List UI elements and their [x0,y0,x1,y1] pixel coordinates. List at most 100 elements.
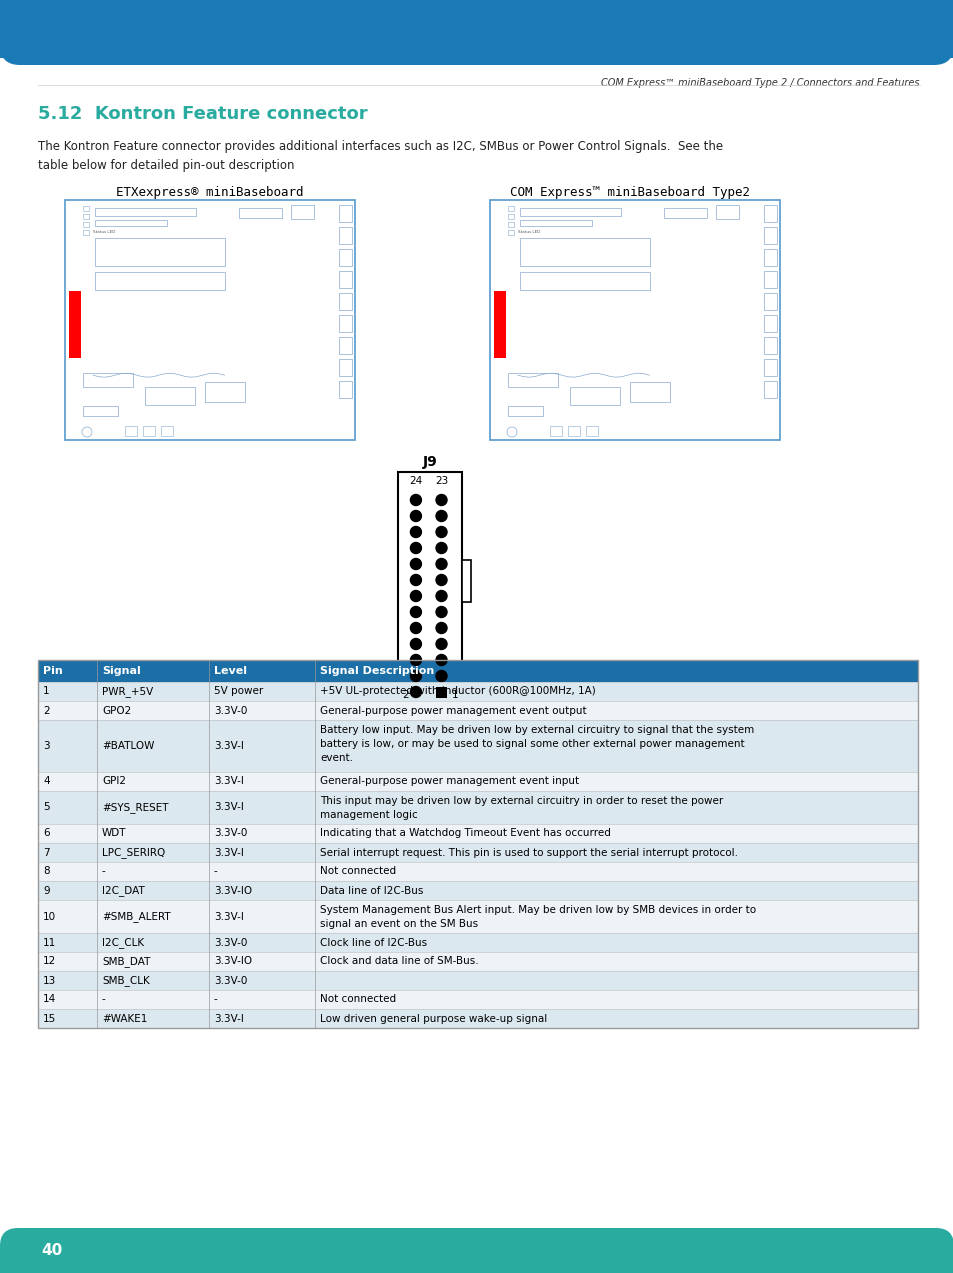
Bar [461,560,471,602]
Text: COM Express™ miniBaseboard Type 2 / Connectors and Features: COM Express™ miniBaseboard Type 2 / Conn… [601,78,919,88]
Circle shape [436,527,447,537]
Text: 3.3V-IO: 3.3V-IO [213,956,252,966]
Text: 15: 15 [43,1013,56,1023]
Text: #BATLOW: #BATLOW [102,741,154,751]
Text: Serial interrupt request. This pin is used to support the serial interrupt proto: Serial interrupt request. This pin is us… [319,848,738,858]
Text: 3.3V-I: 3.3V-I [213,802,244,812]
Bar [143,426,154,435]
Bar [38,659,917,682]
Bar [38,824,917,843]
Text: signal an event on the SM Bus: signal an event on the SM Bus [319,919,477,929]
Circle shape [82,426,91,437]
Text: 5: 5 [43,802,50,812]
Text: SMB_CLK: SMB_CLK [102,975,150,987]
Bar [83,373,132,387]
Bar [338,337,352,354]
Circle shape [410,591,421,602]
Text: Battery low input. May be driven low by external circuitry to signal that the sy: Battery low input. May be driven low by … [319,726,754,735]
Bar [38,701,917,721]
Circle shape [410,527,421,537]
Bar [763,314,776,332]
Bar [567,426,579,435]
Text: Status LED: Status LED [517,230,539,234]
Circle shape [410,622,421,634]
Text: Level: Level [213,666,247,676]
Bar [507,373,558,387]
Bar [519,207,620,216]
Text: Not connected: Not connected [319,867,395,877]
Circle shape [410,559,421,569]
Bar [569,387,619,405]
Circle shape [410,542,421,554]
Bar [507,214,514,219]
Text: 14: 14 [43,994,56,1004]
Text: battery is low, or may be used to signal some other external power management: battery is low, or may be used to signal… [319,740,744,749]
Bar [145,387,194,405]
Text: event.: event. [319,754,353,763]
Text: Clock and data line of SM-Bus.: Clock and data line of SM-Bus. [319,956,478,966]
Bar [83,206,89,211]
Text: 13: 13 [43,975,56,985]
Text: management logic: management logic [319,810,417,820]
Bar [0,0,953,59]
Bar [125,426,137,435]
Text: 6: 6 [43,829,50,839]
Bar [519,220,592,227]
Text: Signal Description: Signal Description [319,666,434,676]
Bar [38,990,917,1009]
Bar [663,207,707,218]
Bar [161,426,172,435]
Bar [38,1009,917,1029]
Circle shape [410,510,421,522]
Text: 3.3V-0: 3.3V-0 [213,975,247,985]
Text: 3.3V-I: 3.3V-I [213,777,244,787]
Text: 8: 8 [43,867,50,877]
Text: 1: 1 [451,690,457,700]
Bar [763,293,776,311]
Text: 3.3V-I: 3.3V-I [213,1013,244,1023]
Bar [550,426,561,435]
Bar [95,238,225,266]
Text: 7: 7 [43,848,50,858]
Bar [38,952,917,971]
Text: J9: J9 [422,454,436,468]
Bar [338,359,352,376]
Bar [83,230,89,236]
Text: COM Express™ miniBaseboard Type2: COM Express™ miniBaseboard Type2 [510,186,749,199]
Text: #SMB_ALERT: #SMB_ALERT [102,911,171,922]
Bar [519,272,650,290]
Bar [38,721,917,771]
Text: LPC_SERIRQ: LPC_SERIRQ [102,847,165,858]
Bar [519,238,650,266]
Text: 11: 11 [43,937,56,947]
Bar [83,214,89,219]
Text: -: - [102,867,106,877]
Bar [239,207,282,218]
Bar [38,659,917,1029]
Text: Low driven general purpose wake-up signal: Low driven general purpose wake-up signa… [319,1013,547,1023]
Bar [436,686,447,698]
Bar [83,222,89,227]
Circle shape [436,494,447,505]
Text: PWR_+5V: PWR_+5V [102,686,153,696]
Bar [338,227,352,244]
Text: Not connected: Not connected [319,994,395,1004]
Circle shape [436,510,447,522]
Bar [338,205,352,222]
Bar [38,900,917,933]
Bar [763,381,776,398]
Bar [338,271,352,288]
Text: 24: 24 [409,476,422,486]
Bar [291,205,314,219]
Text: I2C_CLK: I2C_CLK [102,937,144,948]
Text: -: - [213,867,217,877]
Bar [629,382,669,402]
Text: 10: 10 [43,911,56,922]
Bar [38,971,917,990]
Text: +5V UL-protected with inductor (600R@100MHz, 1A): +5V UL-protected with inductor (600R@100… [319,686,595,696]
Bar [490,200,780,440]
Bar [95,272,225,290]
Bar [763,250,776,266]
Text: 23: 23 [435,476,448,486]
Bar [95,220,168,227]
